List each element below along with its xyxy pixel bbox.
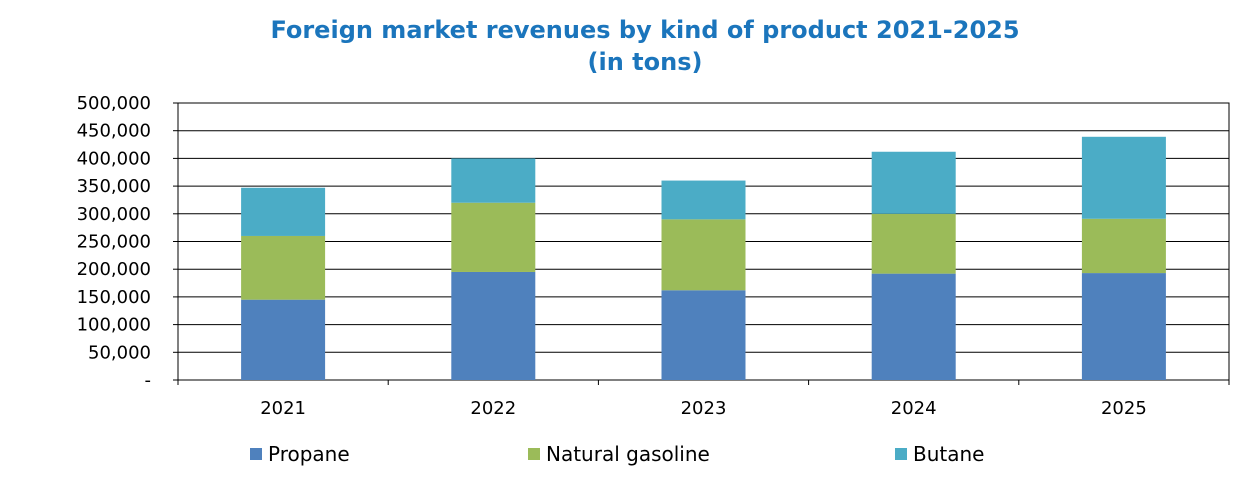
bar-butane: [661, 180, 746, 220]
x-tick-label: 2023: [681, 398, 727, 419]
bar-butane: [1081, 136, 1166, 219]
y-tick-label: 300,000: [77, 204, 151, 225]
bar-propane: [871, 273, 956, 380]
legend-label: Natural gasoline: [546, 442, 710, 466]
y-tick-label: 350,000: [77, 176, 151, 197]
bar-propane: [451, 271, 536, 380]
y-tick-label: 200,000: [77, 259, 151, 280]
legend-swatch-propane: [250, 448, 262, 460]
bar-propane: [241, 299, 326, 380]
bar-butane: [871, 151, 956, 214]
chart-title: Foreign market revenues by kind of produ…: [0, 14, 1252, 78]
bar-natural-gasoline: [1081, 218, 1166, 274]
legend-label: Butane: [913, 442, 984, 466]
legend-swatch-butane: [895, 448, 907, 460]
chart-title-line-1: Foreign market revenues by kind of produ…: [270, 16, 1020, 44]
bar-propane: [661, 290, 746, 380]
legend-label: Propane: [268, 442, 350, 466]
bar-natural-gasoline: [871, 213, 956, 274]
y-tick-label: -: [145, 370, 152, 391]
bar-butane: [241, 187, 326, 236]
bar-natural-gasoline: [241, 235, 326, 300]
bar-natural-gasoline: [661, 219, 746, 291]
y-tick-label: 450,000: [77, 121, 151, 142]
y-tick-label: 250,000: [77, 232, 151, 253]
y-tick-label: 50,000: [88, 342, 151, 363]
y-tick-label: 100,000: [77, 315, 151, 336]
x-tick-label: 2021: [260, 398, 306, 419]
y-tick-label: 500,000: [77, 93, 151, 114]
y-tick-label: 150,000: [77, 287, 151, 308]
x-tick-label: 2022: [470, 398, 516, 419]
bar-propane: [1081, 273, 1166, 380]
legend-swatch-natural-gasoline: [528, 448, 540, 460]
x-tick-label: 2025: [1101, 398, 1147, 419]
bar-natural-gasoline: [451, 202, 536, 272]
x-tick-label: 2024: [891, 398, 937, 419]
chart-title-line-2: (in tons): [587, 48, 703, 76]
y-tick-label: 400,000: [77, 148, 151, 169]
bar-butane: [451, 158, 536, 203]
